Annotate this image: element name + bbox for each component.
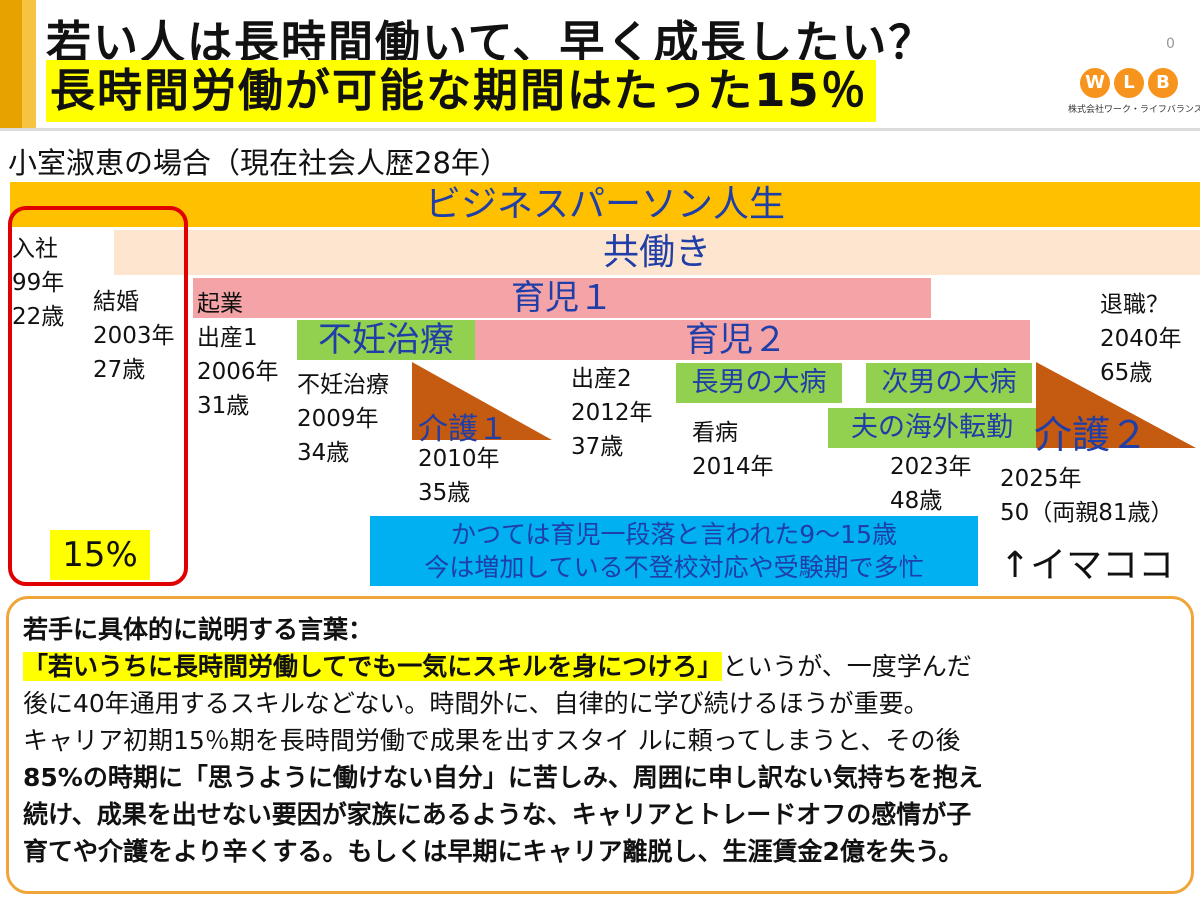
explanation-line-5-b: に苦しみ、周囲に申し訳ない気持ちを抱え [507,763,983,792]
logo-tagline: 株式会社ワーク・ライフバランス [1068,105,1200,115]
explanation-line-2: 「若いうちに長時間労働してでも一気にスキルを身につけろ」というが、一度学んだ [23,648,1179,685]
explanation-line-3: 後に40年通用するスキルなどない。時間外に、自律的に学び続けるほうが重要。 [23,689,929,718]
explanation-line-5-a: 85%の時期に「思うように働けない自分」 [23,763,508,792]
info-box: かつては育児一段落と言われた9～15歳 今は増加している不登校対応や受験期で多忙 [370,516,978,586]
label-eldest-son-illness: 長男の大病 [676,363,842,403]
logo-letter-l: L [1114,68,1144,98]
event-nursing: 看病 2014年 [692,420,774,480]
bar-childcare-2: 育児２ [475,320,1030,360]
explanation-line-6: 続け、成果を出せない要因が家族にあるような、キャリアとトレードオフの感情が子 [23,800,972,829]
event-joined: 入社 99年 22歳 [12,236,65,330]
event-infertility: 不妊治療 2009年 34歳 [297,372,389,466]
explanation-heading: 若手に具体的に説明する言葉： [23,615,374,644]
event-retirement: 退職？ 2040年 65歳 [1100,292,1182,386]
label-husband-transfer: 夫の海外転勤 [828,408,1036,448]
care-1-triangle [412,362,552,440]
info-box-line2: 今は増加している不登校対応や受験期で多忙 [424,553,924,582]
info-box-line1: かつては育児一段落と言われた9～15歳 [451,520,897,549]
explanation-quote: 「若いうちに長時間労働してでも一気にスキルを身につけろ」 [23,652,723,681]
logo-letter-w: W [1080,68,1110,98]
event-birth2: 出産2 2012年 37歳 [571,366,653,460]
explanation-line-5: 85%の時期に「思うように働けない自分」に苦しみ、周囲に申し訳ない気持ちを抱え [23,759,1179,796]
explanation-box: 若手に具体的に説明する言葉： 「若いうちに長時間労働してでも一気にスキルを身につ… [6,596,1194,894]
label-care-2: 介護２ [1034,413,1149,457]
bar-childcare-1: 育児１ [193,278,931,318]
now-here-marker: ↑イマココ [1000,545,1175,586]
accent-bar-light [22,0,36,130]
event-2025: 2025年 50（両親81歳） [1000,466,1174,526]
timeline-subtitle: 小室淑恵の場合（現在社会人歴28年） [8,146,509,180]
label-second-son-illness: 次男の大病 [866,363,1032,403]
percent-badge: 15% [50,530,150,580]
explanation-line-2-rest: というが、一度学んだ [722,652,972,681]
early-career-frame [8,206,188,586]
label-infertility-treatment: 不妊治療 [297,320,475,360]
label-care-1: 介護１ [418,412,508,447]
slide-title-line2: 長時間労働が可能な期間はたった15％ [46,60,876,122]
page-number: 0 [1166,36,1175,52]
bar-dual-income: 共働き [114,230,1200,275]
event-2023: 2023年 48歳 [890,454,972,514]
explanation-line-4: キャリア初期15％期を長時間労働で成果を出すスタイ ルに頼ってしまうと、その後 [23,726,961,755]
accent-bar [0,0,22,130]
event-married: 結婚 2003年 27歳 [93,289,175,383]
company-logo: W L B 株式会社ワーク・ライフバランス [1068,68,1200,122]
event-startup-birth1: 起業 出産1 2006年 31歳 [197,291,279,419]
logo-letter-b: B [1148,68,1178,98]
care-2-triangle [1036,362,1196,448]
event-care-1-date: 2010年 35歳 [418,446,500,506]
header-divider [0,128,1200,131]
bar-business-life: ビジネスパーソン人生 [10,182,1200,227]
explanation-line-7: 育てや介護をより辛くする。もしくは早期にキャリア離脱し、生涯賃金2億を失う。 [23,837,964,866]
